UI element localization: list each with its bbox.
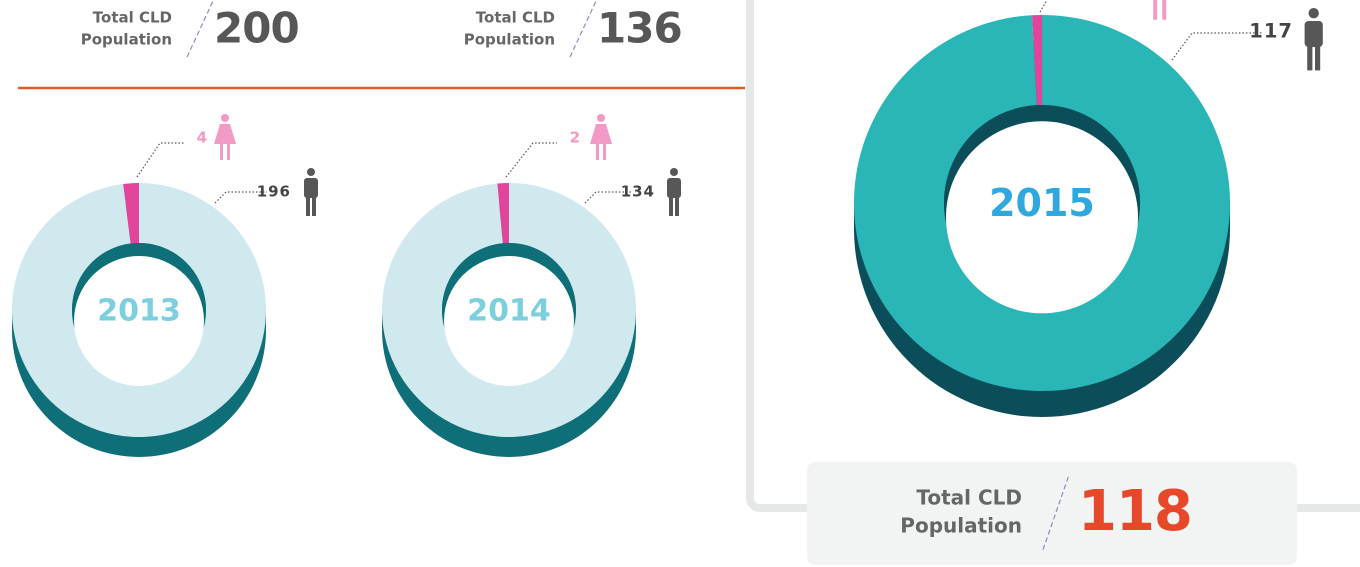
icon-head: [307, 168, 315, 176]
icon-head: [670, 168, 678, 176]
donut-slice: [1031, 15, 1042, 106]
donut-slice: [382, 183, 636, 437]
male-icon: [1304, 8, 1323, 71]
icon-leg: [675, 194, 679, 216]
donut-hole: [946, 121, 1138, 314]
icon-body: [214, 124, 236, 160]
icon-leg: [1307, 41, 1313, 71]
slash: [186, 0, 214, 58]
leader-line: [1039, 0, 1048, 13]
female-icon: [1153, 0, 1167, 20]
total-value: 200: [214, 4, 299, 53]
donut-slice: [497, 183, 509, 244]
total-label: Total CLD: [93, 9, 172, 27]
male-icon: [667, 168, 681, 216]
icon-body: [304, 178, 318, 198]
value-label: 4: [197, 129, 208, 147]
leader-line: [584, 191, 631, 204]
total-label: Total CLD: [476, 9, 555, 27]
icon-body: [590, 124, 612, 160]
male-icon: [304, 168, 318, 216]
icon-head: [221, 114, 229, 122]
leader-line: [505, 142, 557, 178]
icon-leg: [669, 194, 673, 216]
donut-slice: [11, 183, 266, 437]
leader-line: [1171, 32, 1262, 61]
leader-line: [214, 191, 267, 204]
total-label: Total CLD: [916, 486, 1022, 510]
donut-slice: [854, 15, 1230, 392]
icon-body: [667, 178, 681, 198]
leader-line: [136, 142, 184, 178]
icon-leg: [306, 194, 310, 216]
total-value: 118: [1078, 479, 1192, 544]
slash: [569, 0, 597, 58]
value-label: 196: [257, 183, 291, 201]
donut-slice: [123, 183, 139, 244]
slash: [1042, 474, 1070, 550]
value-label: 134: [621, 183, 655, 201]
icon-head: [597, 114, 605, 122]
value-label: 2: [570, 129, 581, 147]
icon-leg: [1315, 41, 1321, 71]
total-value: 136: [597, 4, 682, 53]
icon-body: [1153, 0, 1167, 20]
donut-hole: [444, 256, 574, 386]
donut-hole: [74, 256, 204, 386]
icon-leg: [312, 194, 316, 216]
year-label: 2013: [97, 294, 181, 329]
total-label: Population: [464, 31, 555, 49]
year-label: 2015: [989, 181, 1095, 225]
female-icon: [590, 114, 612, 160]
total-label: Population: [900, 514, 1022, 538]
year-label: 2014: [467, 294, 551, 329]
value-label: 117: [1249, 20, 1293, 43]
icon-head: [1308, 8, 1319, 19]
total-box: [807, 462, 1297, 565]
female-icon: [214, 114, 236, 160]
total-label: Population: [81, 31, 172, 49]
icon-body: [1304, 21, 1323, 47]
